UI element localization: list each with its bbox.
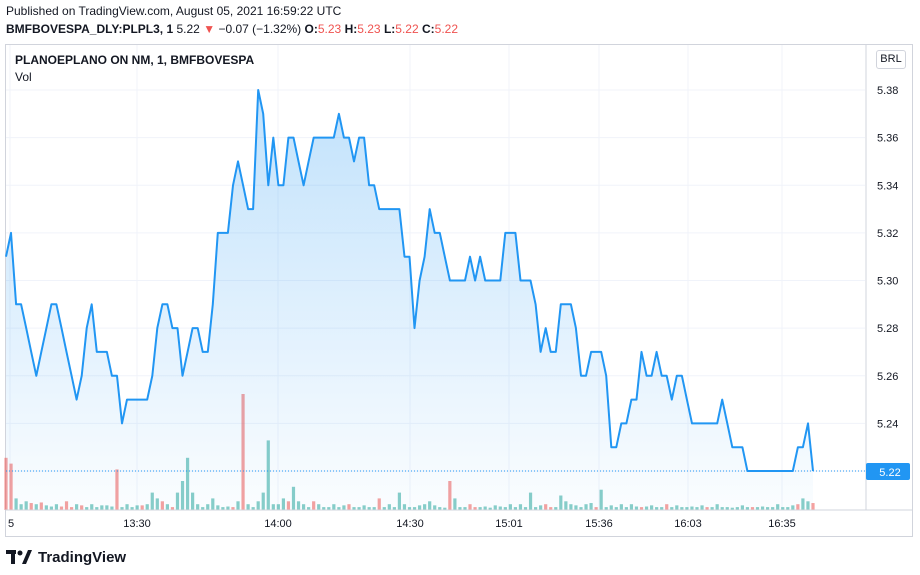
legend-vol: Vol [15, 70, 32, 84]
published-line: Published on TradingView.com, August 05,… [6, 4, 342, 18]
symbol-name: BMFBOVESPA_DLY:PLPL3, 1 [6, 22, 174, 36]
chart-frame[interactable] [5, 44, 913, 537]
close-label: C: [421, 22, 435, 36]
x-tick-label: 14:00 [264, 518, 292, 530]
x-tick-label: 15:36 [585, 518, 613, 530]
x-tick-label: 13:30 [123, 518, 151, 530]
price-line [5, 89, 814, 472]
tradingview-wordmark: TradingView [38, 548, 127, 566]
open-value: 5.23 [317, 22, 342, 36]
high-value: 5.23 [357, 22, 381, 36]
y-tick-label: 5.38 [877, 85, 898, 97]
legend-title: PLANOEPLANO ON NM, 1, BMFBOVESPA [15, 53, 255, 67]
x-tick-label: 16:03 [674, 518, 702, 530]
low-label: L: [383, 22, 396, 36]
x-tick-label: 16:35 [768, 518, 796, 530]
currency-badge[interactable]: BRL [876, 50, 906, 69]
low-value: 5.22 [395, 22, 419, 36]
price-area [6, 90, 813, 509]
price-axis[interactable]: 5.38 5.36 5.34 5.32 5.30 5.28 5.26 5.24 [877, 85, 898, 430]
y-tick-label: 5.32 [877, 228, 898, 240]
y-tick-label: 5.28 [877, 323, 898, 335]
tradingview-logo-icon [6, 550, 32, 564]
change-down-icon: ▼ [203, 22, 216, 36]
time-axis[interactable]: 5 13:30 14:00 14:30 15:01 15:36 16:03 16:35 [8, 518, 796, 530]
tradingview-logo[interactable]: TradingView [6, 547, 126, 567]
symbol-ohlc-line: BMFBOVESPA_DLY:PLPL3, 1 5.22 ▼ −0.07 (−1… [6, 22, 458, 36]
x-tick-label: 15:01 [495, 518, 523, 530]
close-value: 5.22 [434, 22, 458, 36]
last-price-badge: 5.22 [866, 463, 910, 480]
y-tick-label: 5.30 [877, 276, 898, 288]
x-tick-label: 14:30 [396, 518, 424, 530]
y-tick-label: 5.34 [877, 180, 898, 192]
last-price: 5.22 [176, 22, 200, 36]
y-tick-label: 5.26 [877, 371, 898, 383]
high-label: H: [344, 22, 358, 36]
last-price-badge-label: 5.22 [879, 467, 900, 479]
open-label: O: [304, 22, 318, 36]
change-value: −0.07 (−1.32%) [218, 22, 302, 36]
y-tick-label: 5.24 [877, 418, 898, 430]
y-tick-label: 5.36 [877, 133, 898, 145]
x-tick-label: 5 [8, 518, 14, 530]
